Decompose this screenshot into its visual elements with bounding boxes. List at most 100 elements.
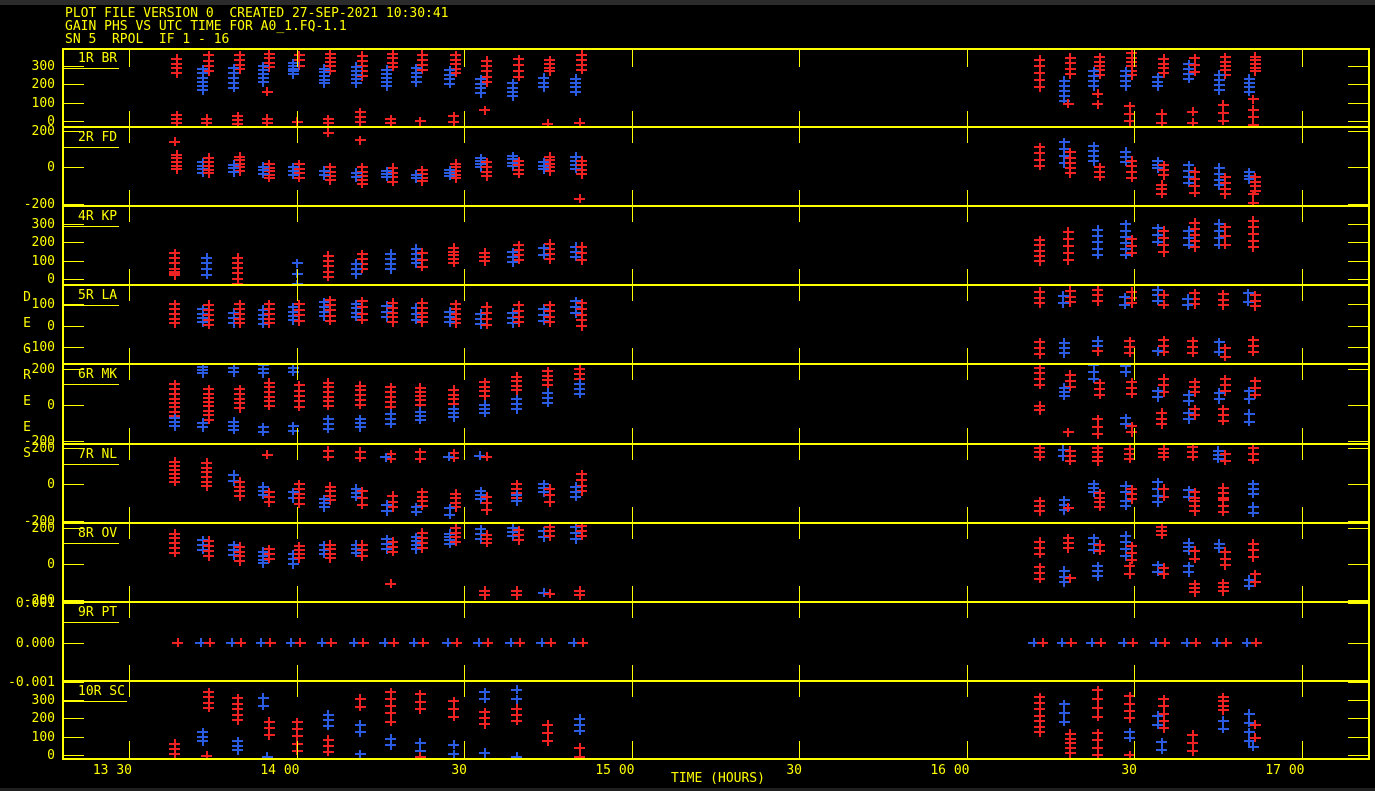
marker-blue-cross	[318, 78, 330, 88]
marker-red-cross	[513, 300, 525, 310]
y-tick-right	[1348, 448, 1369, 450]
marker-red-cross	[576, 255, 588, 265]
y-tick-right	[1348, 304, 1369, 306]
marker-blue-cross	[1152, 223, 1164, 233]
marker-red-cross	[1217, 586, 1229, 596]
marker-blue-cross	[287, 487, 299, 497]
marker-red-cross	[171, 63, 183, 73]
panel-boundary-line	[62, 679, 1370, 682]
marker-red-cross	[263, 173, 275, 183]
marker-blue-cross	[1057, 291, 1069, 301]
y-tick-right	[1348, 599, 1369, 601]
marker-blue-cross	[1183, 160, 1195, 170]
marker-red-cross	[293, 402, 305, 412]
marker-red-cross	[293, 310, 305, 320]
marker-red-cross	[1158, 160, 1170, 170]
marker-red-cross	[169, 258, 181, 268]
marker-red-cross	[1247, 552, 1259, 562]
y-tick-label: -200	[23, 197, 55, 213]
marker-red-cross	[1187, 746, 1199, 756]
marker-blue-cross	[1243, 87, 1255, 97]
marker-red-cross	[172, 638, 184, 648]
marker-red-cross	[1126, 167, 1138, 177]
marker-red-cross	[354, 117, 366, 127]
marker-blue-cross	[1120, 419, 1132, 429]
marker-blue-cross	[570, 87, 582, 97]
marker-blue-cross	[1247, 489, 1259, 499]
marker-red-cross	[322, 118, 334, 128]
x-tick-crossing	[464, 269, 465, 302]
y-tick-left	[63, 167, 84, 169]
marker-red-cross	[1219, 240, 1231, 250]
marker-red-cross	[1158, 170, 1170, 180]
marker-blue-cross	[1058, 96, 1070, 106]
marker-blue-cross	[255, 638, 267, 648]
marker-blue-cross	[1120, 531, 1132, 541]
marker-red-cross	[544, 306, 556, 316]
marker-blue-cross	[1088, 81, 1100, 91]
marker-red-cross	[1064, 729, 1076, 739]
marker-red-cross	[1158, 563, 1170, 573]
marker-red-cross	[416, 298, 428, 308]
marker-blue-cross	[1057, 445, 1069, 455]
marker-red-cross	[513, 60, 525, 70]
marker-blue-cross	[257, 368, 269, 378]
marker-blue-cross	[228, 308, 240, 318]
marker-red-cross	[481, 171, 493, 181]
marker-red-cross	[354, 400, 366, 410]
marker-blue-cross	[1247, 484, 1259, 494]
marker-red-cross	[1217, 488, 1229, 498]
marker-blue-cross	[1058, 348, 1070, 358]
marker-red-cross	[513, 245, 525, 255]
marker-red-cross	[451, 638, 463, 648]
marker-blue-cross	[1088, 71, 1100, 81]
x-tick-crossing	[296, 427, 298, 460]
marker-red-cross	[1189, 224, 1201, 234]
marker-red-cross	[1062, 248, 1074, 258]
marker-red-cross	[204, 638, 216, 648]
marker-red-cross	[574, 590, 586, 600]
marker-blue-cross	[287, 559, 299, 569]
marker-red-cross	[1064, 748, 1076, 758]
marker-red-cross	[1156, 109, 1168, 119]
panel-label: 9R PT	[63, 606, 120, 623]
marker-red-cross	[232, 253, 244, 263]
marker-red-cross	[169, 318, 181, 328]
marker-red-cross	[1034, 298, 1046, 308]
marker-red-cross	[169, 270, 181, 280]
marker-red-cross	[1189, 174, 1201, 184]
marker-red-cross	[354, 694, 366, 704]
marker-blue-cross	[1152, 392, 1164, 402]
marker-red-cross	[414, 400, 426, 410]
marker-red-cross	[201, 114, 213, 124]
marker-blue-cross	[228, 367, 240, 377]
marker-blue-cross	[511, 394, 523, 404]
marker-red-cross	[1189, 487, 1201, 497]
marker-blue-cross	[1120, 147, 1132, 156]
marker-red-cross	[1159, 638, 1171, 648]
marker-red-cross	[261, 114, 273, 124]
marker-red-cross	[417, 638, 429, 648]
marker-red-cross	[544, 526, 556, 536]
marker-red-cross	[1037, 638, 1049, 648]
marker-blue-cross	[228, 318, 240, 328]
y-tick-right	[1348, 484, 1369, 486]
marker-blue-cross	[257, 77, 269, 87]
marker-red-cross	[1064, 370, 1076, 380]
marker-blue-cross	[1152, 285, 1164, 295]
x-tick-crossing	[1134, 427, 1135, 460]
marker-red-cross	[544, 484, 556, 493]
y-axis-title: D E G R E E S	[23, 290, 31, 461]
marker-red-cross	[322, 382, 334, 392]
marker-blue-cross	[511, 694, 523, 704]
marker-red-cross	[324, 175, 336, 185]
marker-red-cross	[1034, 549, 1046, 559]
marker-red-cross	[479, 105, 491, 115]
marker-red-cross	[324, 66, 336, 76]
marker-red-cross	[1126, 548, 1138, 558]
marker-red-cross	[169, 744, 181, 754]
marker-red-cross	[513, 535, 525, 545]
x-tick-crossing	[799, 111, 800, 144]
marker-red-cross	[1126, 293, 1138, 303]
marker-blue-cross	[318, 307, 330, 317]
